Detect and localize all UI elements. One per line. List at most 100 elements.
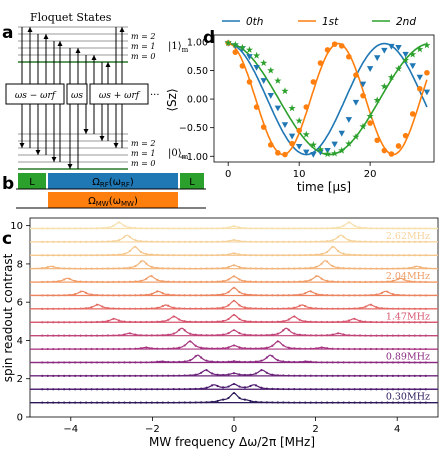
spectrum-point xyxy=(128,361,132,364)
rabi-point-0th xyxy=(423,89,431,96)
spectrum-point xyxy=(167,388,170,391)
spectrum-point xyxy=(161,334,164,337)
spectrum-point xyxy=(282,401,285,404)
spectrum-point xyxy=(227,360,230,363)
spectrum-point xyxy=(391,388,394,391)
spectrum-point xyxy=(227,278,230,281)
panel-b-letter: b xyxy=(2,174,14,194)
spectrum-point xyxy=(194,267,197,270)
spectrum-point xyxy=(95,347,99,351)
spectrum-point xyxy=(216,320,219,323)
spectrum-point xyxy=(84,321,88,324)
spectrum-point xyxy=(205,307,208,310)
spectrum-point xyxy=(249,347,252,350)
spectrum-point xyxy=(298,401,301,404)
spectrum-point xyxy=(386,347,389,351)
spectrum-point xyxy=(304,401,307,404)
spectrum-point xyxy=(331,388,334,391)
spectrum-point xyxy=(287,318,290,321)
spectrum-point xyxy=(232,238,236,242)
rabi-point-1st xyxy=(239,63,246,69)
spectrum-point xyxy=(139,227,142,230)
spectrum-point xyxy=(342,224,345,227)
spectrum-point xyxy=(183,329,186,332)
rabi-point-0th xyxy=(246,54,253,60)
spectrum-point xyxy=(309,227,312,230)
spectrum-point xyxy=(326,250,329,253)
spectrum-point xyxy=(150,265,153,269)
spectrum-point xyxy=(216,384,219,388)
spectrum-point xyxy=(386,361,389,364)
spectrum-point xyxy=(106,306,110,310)
spectrum-point xyxy=(375,361,378,364)
spectrum-point xyxy=(424,361,427,364)
rabi-point-0th xyxy=(267,93,274,99)
spectrum-point xyxy=(232,382,236,386)
spectrum-point xyxy=(227,226,230,229)
spectrum-point xyxy=(156,306,159,309)
spectrum-point xyxy=(265,280,268,284)
spectrum-point xyxy=(161,347,164,350)
spectrum-point xyxy=(79,227,82,230)
spectrum-point xyxy=(178,388,181,391)
spectrum-point xyxy=(139,250,142,253)
spectrum-point xyxy=(369,401,373,404)
spectrum-point xyxy=(189,359,192,362)
spectrum-point xyxy=(347,347,351,351)
spectrum-point xyxy=(364,320,367,323)
lower-level-label-m0: m = 0 xyxy=(131,159,155,168)
spectrum-point xyxy=(210,400,214,403)
spectrum-point xyxy=(205,359,208,362)
rabi-point-2nd xyxy=(253,51,261,59)
spectrum-point xyxy=(320,277,323,280)
rabi-point-2nd xyxy=(260,59,268,67)
spectrum-point xyxy=(139,374,142,377)
spectrum-point xyxy=(145,388,148,391)
spectra-y-tick-label: 6 xyxy=(17,298,23,309)
spectrum-point xyxy=(112,267,115,270)
spectrum-point xyxy=(353,317,356,320)
spectrum-point xyxy=(309,266,312,269)
spectrum-point xyxy=(260,334,263,337)
spectrum-point xyxy=(276,267,279,270)
spectrum-point xyxy=(205,280,208,283)
spectrum-point xyxy=(112,374,115,377)
spectrum-point xyxy=(41,267,44,270)
rabi-point-1st xyxy=(331,41,338,47)
spectrum-point xyxy=(189,227,192,230)
spectrum-point xyxy=(364,280,367,284)
spectrum-point xyxy=(41,401,44,404)
spectrum-point xyxy=(178,401,181,404)
spectrum-point xyxy=(397,361,400,364)
spectrum-point xyxy=(391,321,394,324)
spectrum-point xyxy=(57,307,60,310)
spectrum-point xyxy=(68,254,71,257)
spectrum-point xyxy=(90,227,93,230)
spectrum-point xyxy=(243,373,247,377)
rabi-point-1st xyxy=(275,150,281,156)
rabi-point-0th xyxy=(409,63,416,70)
spectrum-point xyxy=(216,293,219,296)
spectrum-point xyxy=(216,360,219,364)
spectrum-point xyxy=(112,294,115,297)
spectrum-point xyxy=(293,280,296,283)
spectrum-point xyxy=(210,240,214,243)
spectrum-point xyxy=(375,401,378,404)
spectrum-point xyxy=(205,240,208,243)
spectrum-point xyxy=(63,374,66,377)
spectrum-point xyxy=(145,277,148,280)
arrow-head xyxy=(57,41,63,46)
spectrum-point xyxy=(386,290,389,293)
spectrum-point xyxy=(254,227,258,230)
spectrum-point xyxy=(271,280,274,284)
spectrum-point xyxy=(336,332,340,335)
spectrum-point xyxy=(134,347,137,350)
spectrum-point xyxy=(172,240,175,243)
spectrum-point xyxy=(95,303,99,306)
arrow-head xyxy=(119,27,125,32)
spectrum-point xyxy=(117,319,121,322)
spectrum-point xyxy=(276,294,279,297)
spectrum-point xyxy=(128,388,132,391)
spectrum-point xyxy=(287,240,290,243)
spectrum-point xyxy=(326,260,329,263)
